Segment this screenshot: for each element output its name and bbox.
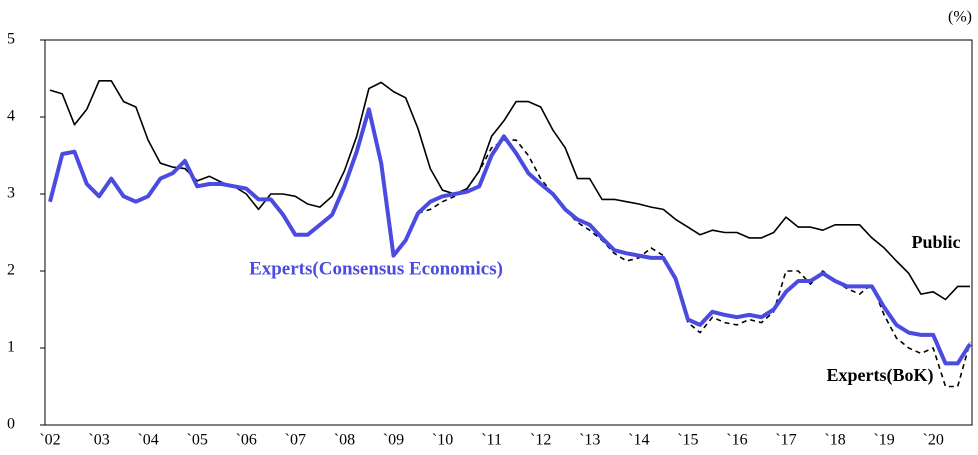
x-tick-label: `08 xyxy=(334,432,355,449)
x-tick-label: `11 xyxy=(481,432,502,449)
x-tick-label: `13 xyxy=(579,432,600,449)
annotation: Experts(Consensus Economics) xyxy=(249,258,503,279)
x-tick-label: `02 xyxy=(39,432,60,449)
x-tick-label: `04 xyxy=(137,432,158,449)
annotation: Public xyxy=(911,232,960,252)
x-tick-label: `03 xyxy=(88,432,109,449)
x-tick-label: `05 xyxy=(187,432,208,449)
x-tick-label: `09 xyxy=(383,432,404,449)
series-line xyxy=(48,107,972,366)
plot-frame xyxy=(44,39,973,426)
y-tick-label: 3 xyxy=(7,185,15,202)
y-tick-label: 2 xyxy=(7,262,15,279)
x-tick-label: `17 xyxy=(775,432,796,449)
series-line xyxy=(49,80,970,301)
y-tick-label: 5 xyxy=(7,31,15,48)
annotation: Experts(BoK) xyxy=(827,365,934,386)
unit-label: (%) xyxy=(948,9,972,26)
series-line xyxy=(417,139,971,388)
x-tick-label: `16 xyxy=(726,432,747,449)
x-tick-label: `18 xyxy=(824,432,845,449)
x-tick-label: `15 xyxy=(677,432,698,449)
y-tick-label: 0 xyxy=(7,416,15,433)
y-tick-label: 1 xyxy=(7,339,15,356)
x-tick-label: `12 xyxy=(530,432,551,449)
x-tick-label: `07 xyxy=(285,432,306,449)
x-tick-label: `14 xyxy=(628,432,649,449)
x-tick-label: `06 xyxy=(236,432,257,449)
x-tick-label: `20 xyxy=(923,432,944,449)
x-tick-label: `19 xyxy=(873,432,894,449)
y-tick-label: 4 xyxy=(7,108,15,125)
x-tick-label: `10 xyxy=(432,432,453,449)
